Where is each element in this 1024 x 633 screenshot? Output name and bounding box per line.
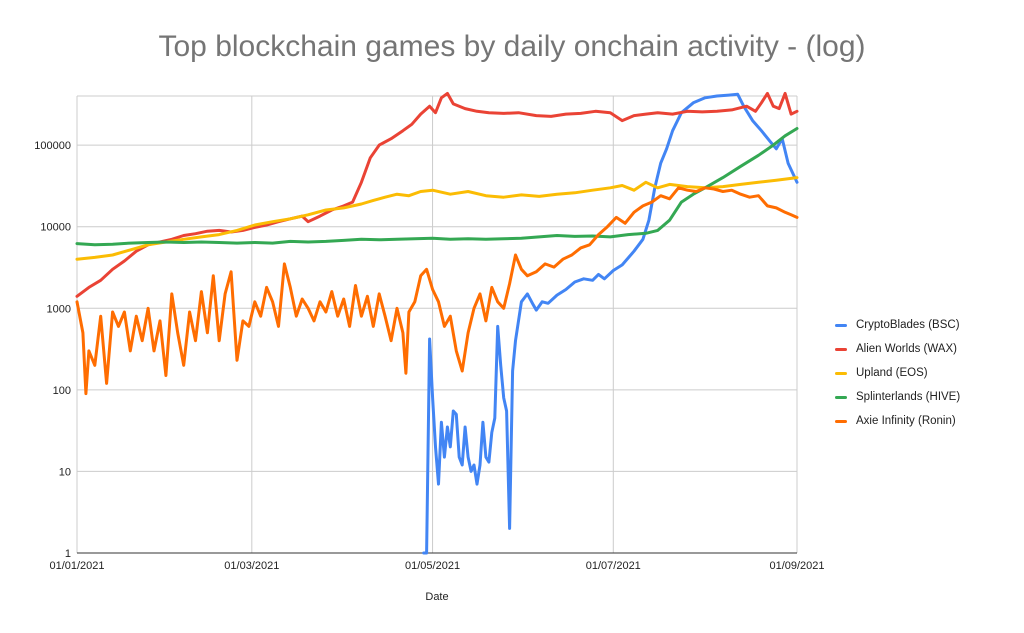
- series-line-alien-worlds-wax: [75, 91, 799, 298]
- series-line-splinterlands-hive: [75, 127, 799, 247]
- legend-swatch: [835, 395, 847, 399]
- y-tick-label: 10: [59, 466, 71, 478]
- y-tick-label: 100: [53, 385, 71, 397]
- x-tick-label: 01/09/2021: [769, 560, 824, 572]
- legend-item-upland-eos: Upland (EOS): [835, 361, 960, 385]
- series-line-upland-eos: [75, 176, 799, 261]
- legend-label: Upland (EOS): [856, 367, 928, 379]
- x-tick-label: 01/05/2021: [405, 560, 460, 572]
- series-line-cryptoblades-bsc: [422, 92, 799, 555]
- y-tick-label: 1: [65, 548, 71, 560]
- chart-title: Top blockchain games by daily onchain ac…: [158, 30, 866, 63]
- series-lines: [75, 91, 799, 555]
- x-tick-label: 01/03/2021: [224, 560, 279, 572]
- legend-label: Splinterlands (HIVE): [856, 391, 961, 403]
- gridlines: [76, 95, 798, 554]
- x-axis-title: Date: [425, 591, 448, 603]
- legend-swatch: [835, 323, 847, 327]
- y-tick-label: 10000: [40, 222, 71, 234]
- legend-label: Axie Infinity (Ronin): [856, 415, 956, 427]
- y-tick-label: 100000: [34, 140, 71, 152]
- legend-item-cryptoblades-bsc: CryptoBlades (BSC): [835, 313, 960, 337]
- legend-item-splinterlands-hive: Splinterlands (HIVE): [835, 385, 960, 409]
- x-tick-label: 01/07/2021: [586, 560, 641, 572]
- legend-item-axie-infinity-ronin: Axie Infinity (Ronin): [835, 409, 960, 433]
- legend-swatch: [835, 347, 847, 351]
- legend-item-alien-worlds-wax: Alien Worlds (WAX): [835, 337, 960, 361]
- y-tick-label: 1000: [47, 303, 71, 315]
- x-tick-label: 01/01/2021: [49, 560, 104, 572]
- legend-swatch: [835, 419, 847, 423]
- legend-swatch: [835, 371, 847, 375]
- legend-label: Alien Worlds (WAX): [856, 343, 957, 355]
- tick-labels: 1 10 100 1000 10000 100000 01/01/2021 01/03/202…: [34, 140, 824, 572]
- series-line-axie-infinity-ronin: [75, 186, 799, 396]
- legend: CryptoBlades (BSC) Alien Worlds (WAX) Upla…: [835, 313, 960, 433]
- legend-label: CryptoBlades (BSC): [856, 319, 960, 331]
